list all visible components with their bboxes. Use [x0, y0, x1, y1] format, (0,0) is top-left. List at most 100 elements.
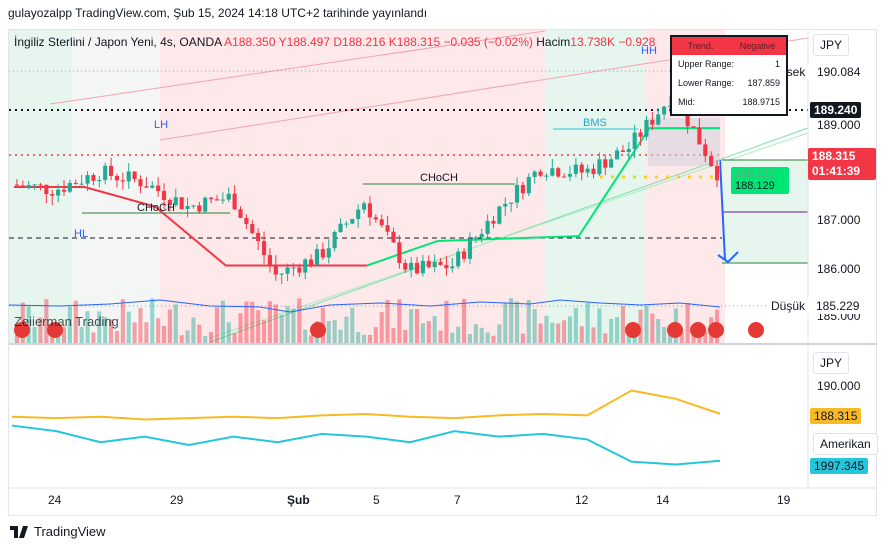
candle-body [373, 217, 378, 220]
price-tick: 186.000 [817, 262, 861, 276]
candle-body [309, 259, 314, 265]
candle-body [132, 171, 137, 180]
candle-body [367, 203, 373, 218]
trailing-stop-red [14, 186, 367, 267]
tradingview-logo[interactable]: TradingView [10, 524, 106, 539]
footer-logo-text: TradingView [34, 524, 106, 539]
candle-body [161, 191, 167, 200]
candle-body [326, 248, 331, 258]
volume-bar [332, 320, 337, 344]
volume-bar [550, 322, 555, 344]
volume-bar [256, 310, 261, 344]
low-label: Düşük [767, 298, 810, 314]
volume-bar [179, 335, 184, 344]
flag-icon[interactable] [708, 322, 724, 338]
time-tick: 5 [373, 493, 380, 507]
candle-body [44, 184, 49, 195]
volume-bar [685, 302, 690, 344]
candle-body [197, 205, 202, 212]
volume-bar [214, 307, 220, 344]
event-flags[interactable] [14, 322, 764, 338]
volume-bar [191, 317, 196, 344]
candle-body [550, 168, 555, 176]
candle-body [467, 238, 473, 259]
flag-icon[interactable] [625, 322, 641, 338]
label-choch-1: CHoCH [137, 202, 175, 214]
candle-body [303, 259, 308, 273]
flag-icon[interactable] [14, 322, 30, 338]
symbol-name[interactable]: İngiliz Sterlini / Japon Yeni, 4s, OANDA [14, 35, 222, 49]
volume-bar [697, 335, 702, 344]
candle-body [238, 209, 243, 218]
candle-body [103, 165, 108, 181]
candle-body [338, 223, 343, 233]
volume-bar [38, 317, 43, 344]
volume-bar [32, 327, 37, 344]
flag-icon[interactable] [310, 322, 326, 338]
osc-series-b-label[interactable]: Amerikan [813, 433, 878, 455]
watermark: Zeiierman Trading [14, 314, 119, 329]
candle-body [356, 209, 361, 220]
osc-value-a: 188.315 [810, 408, 862, 424]
candle-body [379, 219, 384, 226]
volume-bar [620, 306, 625, 344]
flag-icon[interactable] [47, 322, 63, 338]
volume-bar [473, 324, 478, 344]
flag-icon[interactable] [690, 322, 706, 338]
candle-body [291, 267, 296, 269]
candle-body [567, 173, 573, 177]
volume-bar [579, 326, 584, 344]
volume-bar [703, 331, 708, 344]
time-tick: 14 [656, 493, 670, 507]
volume-bar [150, 298, 155, 344]
oscillator-line-b [11, 424, 721, 466]
candle-body [650, 119, 655, 125]
candle-body [114, 175, 120, 181]
candle-body [73, 182, 78, 184]
volume-bar [291, 308, 296, 344]
flag-icon[interactable] [667, 322, 683, 338]
label-hl: HL [74, 228, 88, 240]
volume-bar [244, 301, 249, 344]
volume-bar [114, 330, 120, 344]
volume-bar [161, 325, 167, 344]
volume-bar [279, 314, 284, 344]
osc-currency-button[interactable]: JPY [813, 352, 850, 374]
volume-bar [356, 332, 361, 344]
upper-range-label: Upper Range: [678, 59, 735, 69]
candle-body [203, 197, 208, 212]
flag-icon[interactable] [748, 322, 764, 338]
volume-bar [420, 323, 425, 344]
volume-bar [173, 304, 178, 344]
candle-body [632, 132, 637, 149]
open-value: A188.350 [224, 35, 276, 49]
candle-body [597, 159, 602, 175]
currency-button[interactable]: JPY [813, 34, 850, 56]
volume-bar [526, 299, 531, 344]
volume-bar [603, 333, 608, 344]
candle-body [214, 199, 220, 201]
candle-body [167, 199, 172, 205]
volume-bar [226, 322, 231, 344]
volume-bar [597, 308, 602, 344]
volume-bar [438, 330, 443, 344]
volume-bar [103, 317, 108, 344]
candle-body [185, 205, 190, 210]
volume-bar [385, 300, 390, 344]
countdown-value: 01:41:39 [812, 164, 861, 178]
candle-body [261, 241, 267, 256]
volume-bar [367, 334, 373, 344]
candle-body [97, 180, 102, 182]
upper-range-value: 1 [774, 59, 780, 69]
chart-frame [8, 29, 877, 516]
volume-bar [185, 330, 190, 344]
candle-body [14, 184, 20, 186]
candle-body [603, 159, 608, 168]
candle-body [56, 189, 61, 196]
volume-bar [109, 319, 114, 344]
candle-body [485, 220, 490, 234]
candle-body [361, 203, 367, 210]
candle-body [585, 168, 590, 173]
volume-bar [197, 324, 202, 344]
